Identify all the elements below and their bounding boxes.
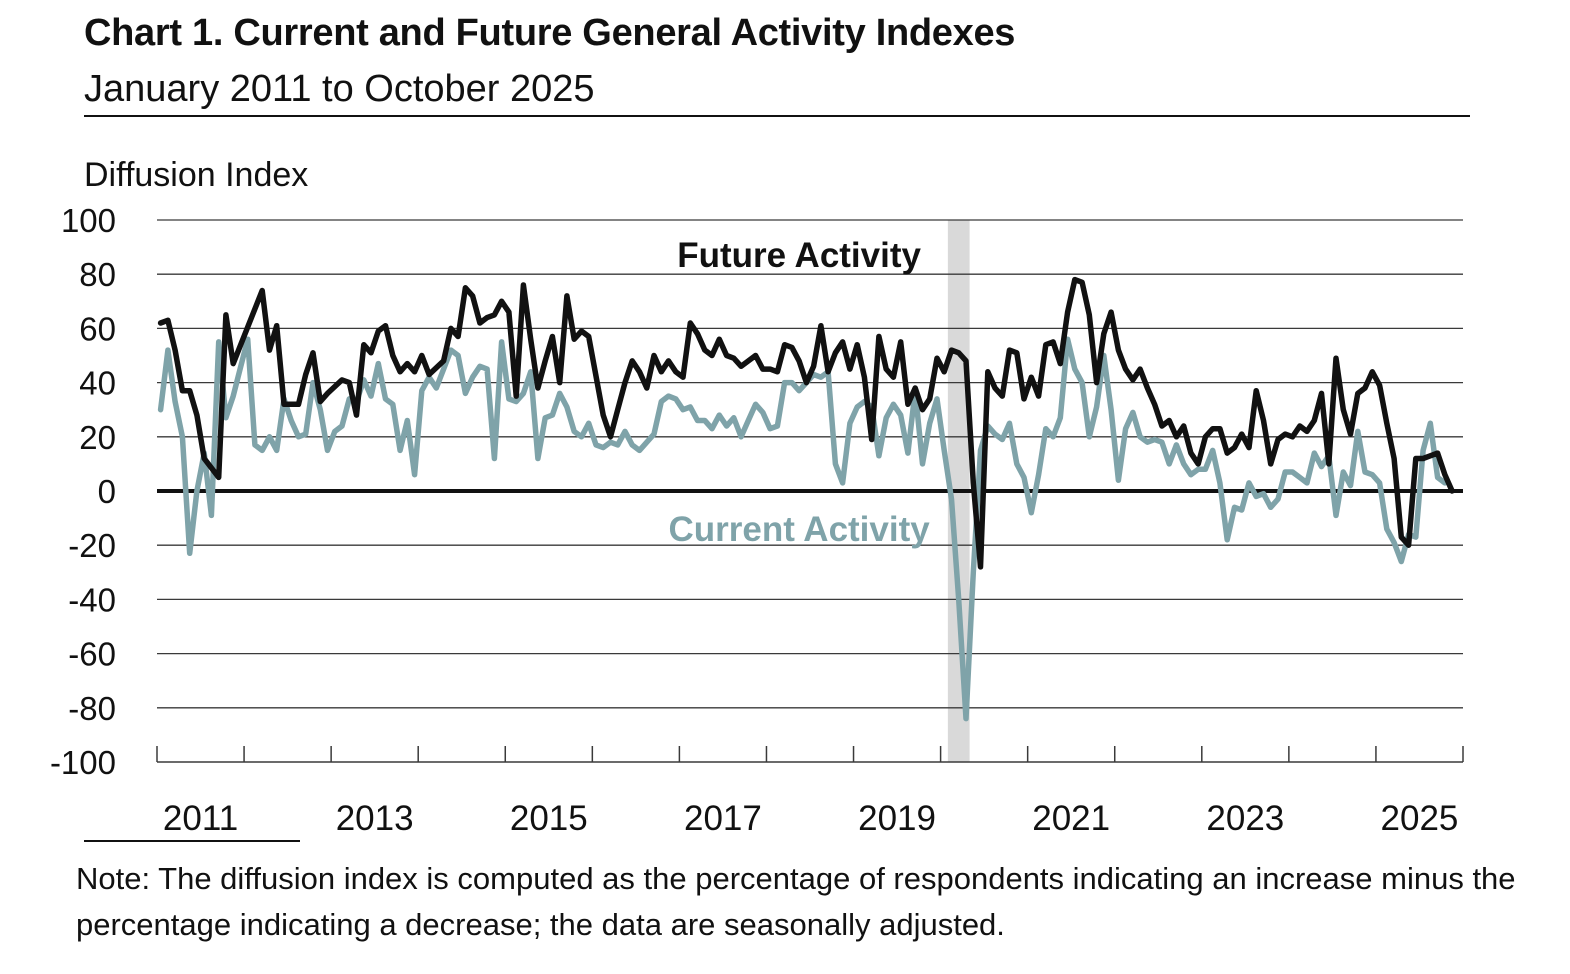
title-rule bbox=[84, 115, 1470, 117]
x-tick-label: 2021 bbox=[1032, 799, 1110, 838]
x-tick-label: 2015 bbox=[510, 799, 588, 838]
y-tick-label: -80 bbox=[68, 690, 116, 727]
x-tick-label: 2013 bbox=[336, 799, 414, 838]
y-tick-label: 40 bbox=[79, 365, 116, 402]
y-tick-label: -60 bbox=[68, 636, 116, 673]
series-line-future-activity bbox=[157, 276, 1455, 570]
x-tick-label: 2019 bbox=[858, 799, 936, 838]
y-tick-label: 80 bbox=[79, 256, 116, 293]
series-label-future-activity: Future Activity bbox=[677, 236, 921, 275]
y-tick-label: -100 bbox=[50, 744, 116, 781]
chart-title: Chart 1. Current and Future General Acti… bbox=[84, 12, 1016, 54]
x-tick-label: 2011 bbox=[163, 799, 238, 838]
y-tick-label: 100 bbox=[61, 202, 116, 239]
y-tick-label: 0 bbox=[98, 473, 116, 510]
x-tick-label: 2025 bbox=[1381, 799, 1459, 838]
chart-subtitle: January 2011 to October 2025 bbox=[84, 68, 595, 110]
y-tick-label: 20 bbox=[79, 419, 116, 456]
gridlines bbox=[157, 219, 1463, 709]
y-axis-label: Diffusion Index bbox=[84, 156, 309, 194]
series-lines bbox=[157, 276, 1455, 722]
chart-note: Note: The diffusion index is computed as… bbox=[76, 861, 1516, 942]
x-tick-label: 2017 bbox=[684, 799, 762, 838]
y-tick-label: -40 bbox=[68, 581, 116, 618]
series-annotations: Future Activity Current Activity bbox=[668, 236, 930, 549]
y-tick-label: 60 bbox=[79, 310, 116, 347]
note-rule bbox=[84, 840, 300, 842]
y-tick-label: -20 bbox=[68, 527, 116, 564]
x-tick-label: 2023 bbox=[1206, 799, 1284, 838]
series-label-current-activity: Current Activity bbox=[668, 510, 930, 549]
